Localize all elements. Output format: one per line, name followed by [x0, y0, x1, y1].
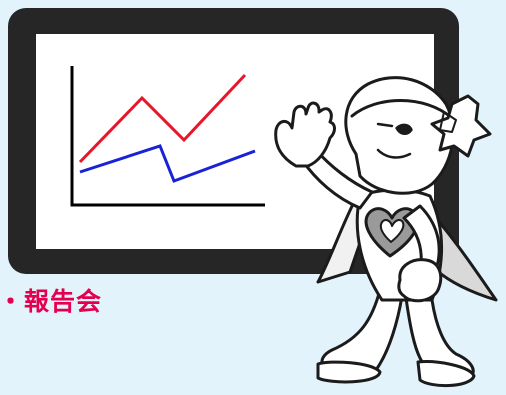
mascot-fist [397, 258, 443, 303]
mascot-right-boot [416, 360, 476, 388]
helmet-star-icon [430, 94, 492, 158]
star-helmet-mascot-icon [274, 76, 498, 388]
mascot-eye [395, 123, 413, 135]
presentation-board [8, 8, 459, 274]
chart-line-lower [79, 144, 256, 183]
mascot-left-boot [316, 360, 382, 384]
helmet-star-detail [439, 111, 457, 133]
heart-emblem-inner [379, 218, 405, 243]
board-chart-graphic [70, 66, 265, 207]
mascot-helmet-band [350, 99, 454, 120]
mascot-smile [376, 148, 412, 159]
mascot-raised-hand [274, 101, 336, 168]
mascot-eyebrow [376, 122, 394, 128]
chart-line-upper [78, 73, 247, 164]
caption-text: ・報告会 [0, 287, 103, 316]
mascot-head [344, 76, 455, 195]
chart-axes [70, 66, 265, 207]
